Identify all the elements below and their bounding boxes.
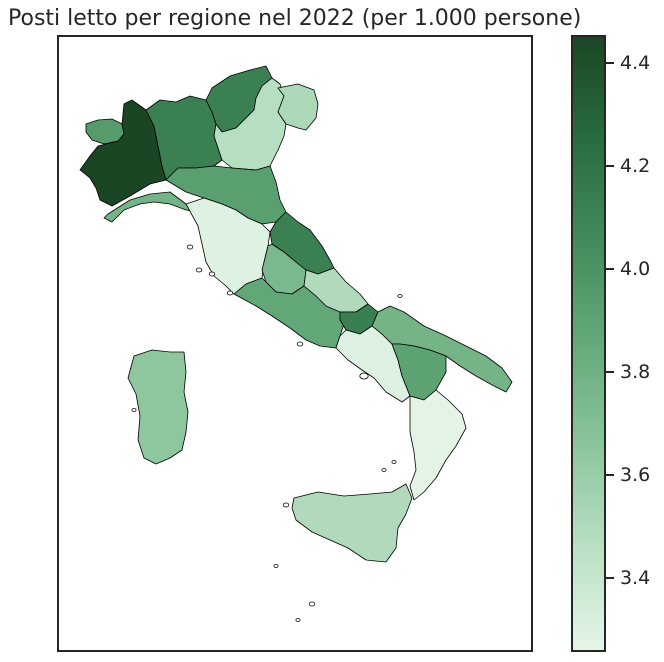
colorbar <box>571 35 606 652</box>
region-calabria[interactable] <box>409 389 467 501</box>
colorbar-tick-label: 4.2 <box>620 154 651 177</box>
small-island <box>308 601 316 607</box>
colorbar-tick-mark <box>606 473 614 476</box>
small-island <box>381 468 387 472</box>
region-friuli-venezia-giulia[interactable] <box>277 83 319 131</box>
small-island <box>131 408 137 412</box>
small-island <box>397 294 403 298</box>
small-island <box>359 372 369 380</box>
small-island <box>296 341 304 347</box>
colorbar-tick-label: 3.4 <box>620 566 651 589</box>
small-island <box>282 502 290 508</box>
colorbar-tick-mark <box>606 576 614 579</box>
map-title: Posti letto per regione nel 2022 (per 1.… <box>8 6 582 31</box>
colorbar-tick-label: 3.8 <box>620 360 651 383</box>
colorbar-tick-label: 4.4 <box>620 51 651 74</box>
region-basilicata[interactable] <box>391 343 447 401</box>
small-island <box>295 618 301 622</box>
colorbar-tick-mark <box>606 164 614 167</box>
colorbar-tick-label: 3.6 <box>620 463 651 486</box>
region-valle-d-aosta[interactable] <box>85 118 125 145</box>
colorbar-tick-mark <box>606 61 614 64</box>
colorbar-tick-mark <box>606 267 614 270</box>
region-sicilia[interactable] <box>291 483 413 563</box>
small-island <box>391 460 397 464</box>
colorbar-tick-label: 4.0 <box>620 257 651 280</box>
small-island <box>186 244 194 250</box>
small-island <box>273 564 279 568</box>
small-island <box>226 290 234 296</box>
colorbar-tick-mark <box>606 370 614 373</box>
region-sardegna[interactable] <box>127 349 189 465</box>
region-liguria[interactable] <box>103 191 197 223</box>
small-island <box>195 267 203 273</box>
small-island <box>208 271 216 277</box>
